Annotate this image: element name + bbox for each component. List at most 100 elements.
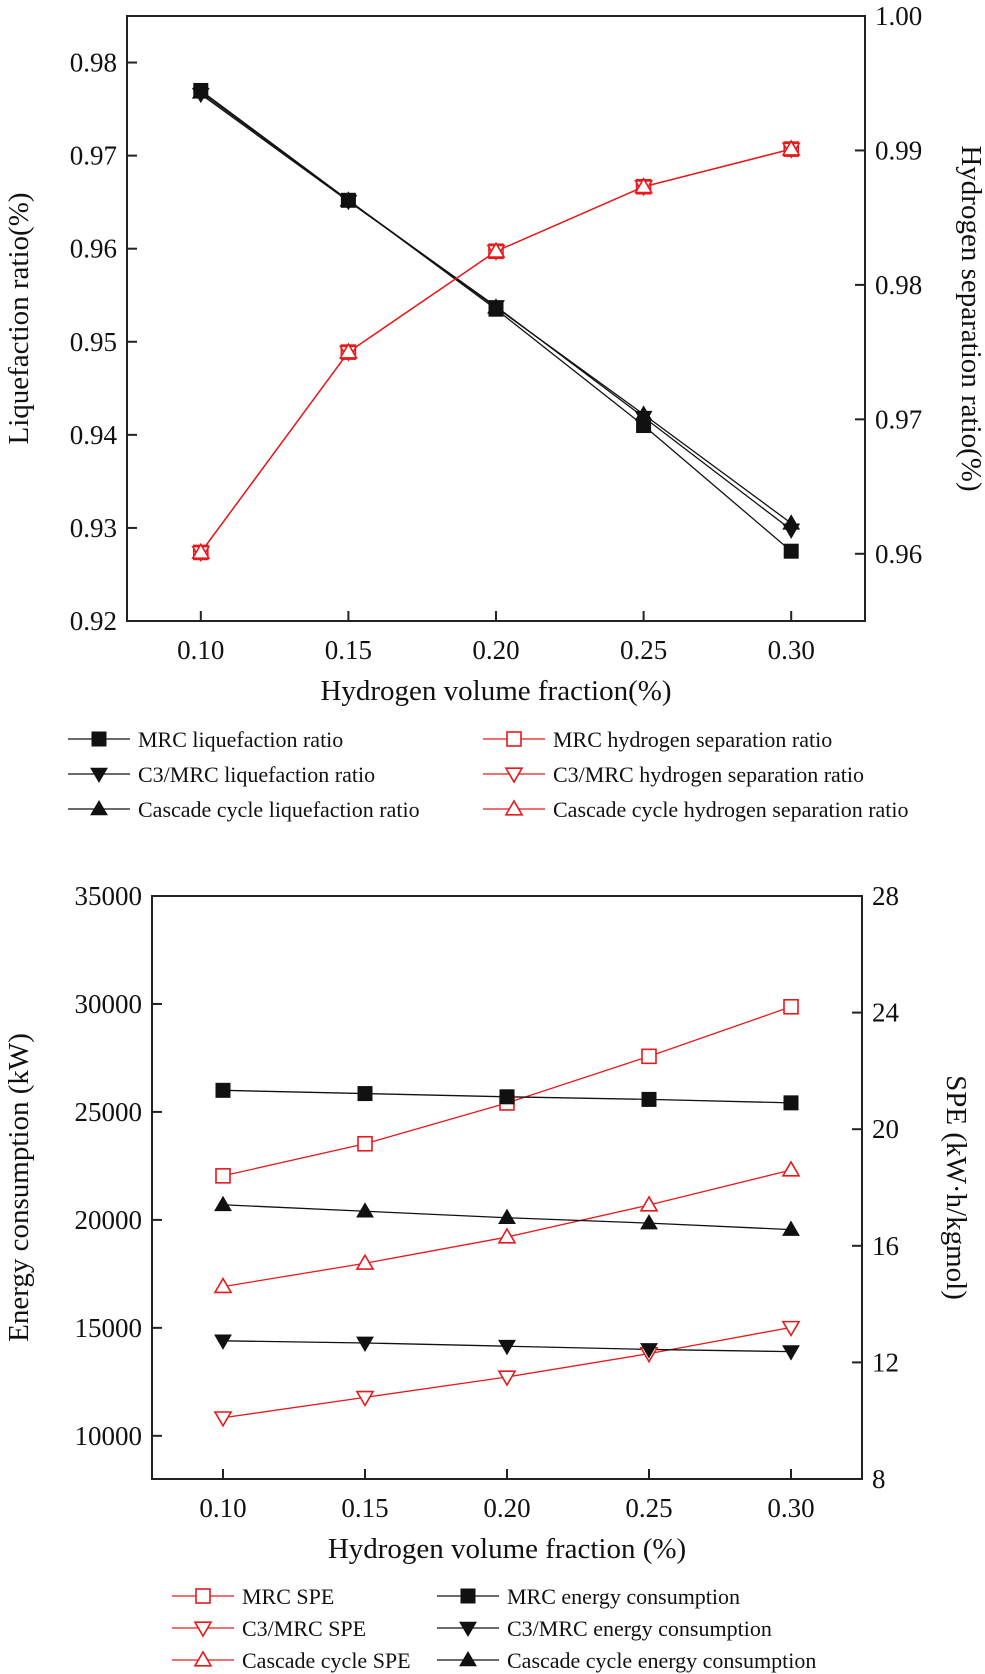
y2-tick-label: 16 (872, 1231, 899, 1261)
data-point (497, 1227, 517, 1244)
data-point (783, 1095, 799, 1111)
top-chart: 0.10 0.15 0.20 0.25 0.30 0.92 0.93 0.94 0.95 0.96… (3, 1, 985, 822)
legend-marker (460, 1588, 476, 1604)
series-line (200, 148, 792, 553)
data-point (338, 342, 358, 359)
data-point (640, 1343, 658, 1359)
x-axis-title: Hydrogen volume fraction(%) (320, 675, 671, 707)
x-tick-label: 0.20 (472, 635, 519, 665)
legend-marker (90, 799, 108, 816)
y-tick-label: 0.96 (70, 234, 117, 264)
data-point (641, 1048, 657, 1065)
y-tick-label: 0.92 (70, 606, 117, 636)
data-point (497, 1370, 517, 1387)
y-tick-label: 0.94 (70, 420, 118, 450)
data-point (355, 1253, 375, 1270)
legend-marker (506, 731, 522, 747)
y2-tick-label: 20 (872, 1114, 899, 1144)
y-tick-label: 0.97 (70, 141, 117, 171)
data-point (214, 1195, 232, 1212)
y-tick-label: 35000 (75, 881, 143, 911)
data-point (487, 298, 505, 314)
bottom-chart: 0.10 0.15 0.20 0.25 0.30 10000 15000 20000 25000… (3, 881, 972, 1673)
data-point (213, 1276, 233, 1294)
y2-axis-title: SPE (kW·h/kgmol) (940, 1075, 972, 1300)
data-point (357, 1135, 373, 1152)
legend-label: MRC liquefaction ratio (138, 727, 343, 752)
data-point (356, 1202, 374, 1218)
data-point (499, 1089, 515, 1105)
y-tick-label: 10000 (75, 1421, 143, 1451)
data-point (191, 542, 211, 560)
legend-marker (91, 731, 107, 747)
legend-marker (90, 767, 108, 784)
y2-tick-label: 0.99 (875, 135, 922, 165)
data-point (215, 1168, 231, 1184)
x-tick-label: 0.30 (768, 635, 815, 665)
data-point (783, 998, 799, 1015)
plot-frame (126, 15, 866, 622)
y2-tick-label: 1.00 (875, 1, 922, 31)
data-point (486, 241, 506, 258)
legend-label: C3/MRC hydrogen separation ratio (553, 762, 864, 787)
data-point (357, 1086, 373, 1102)
y2-tick-label: 28 (872, 881, 899, 911)
legend-marker (193, 1650, 213, 1667)
x-tick-label: 0.15 (325, 635, 372, 665)
data-point (339, 191, 358, 207)
x-tick-label: 0.10 (177, 635, 224, 665)
y2-tick-label: 12 (872, 1347, 899, 1377)
data-point (634, 405, 653, 421)
y-tick-label: 0.95 (70, 327, 117, 357)
legend-marker (193, 1621, 213, 1638)
y2-axis-title: Hydrogen separation ratio(%) (955, 145, 985, 491)
data-point (498, 1339, 516, 1356)
data-point (355, 1390, 375, 1408)
y-tick-label: 0.98 (70, 48, 117, 78)
data-point (639, 1195, 659, 1212)
legend-label: MRC hydrogen separation ratio (553, 727, 832, 752)
data-point (641, 1091, 657, 1107)
data-point (782, 1345, 800, 1361)
data-point (213, 1411, 233, 1428)
y-tick-label: 0.93 (70, 513, 117, 543)
series-line (200, 89, 792, 552)
legend-label: Cascade cycle hydrogen separation ratio (553, 797, 909, 822)
x-tick-label: 0.25 (620, 635, 667, 665)
data-point (191, 83, 210, 99)
legend-label: Cascade cycle liquefaction ratio (138, 797, 420, 822)
legend-marker (459, 1650, 477, 1667)
y2-tick-label: 24 (872, 998, 900, 1028)
data-point (783, 543, 799, 559)
x-tick-label: 0.30 (767, 1493, 814, 1523)
y-tick-label: 25000 (75, 1097, 143, 1127)
data-point (782, 514, 801, 530)
data-point (214, 1334, 232, 1350)
legend-marker (504, 799, 524, 816)
legend-label: C3/MRC liquefaction ratio (138, 762, 375, 787)
legend-label: Cascade cycle energy consumption (507, 1648, 816, 1673)
series-line (200, 148, 792, 553)
y-tick-label: 30000 (75, 989, 143, 1019)
legend-marker (459, 1621, 477, 1638)
y-axis-title: Energy consumption (kW) (3, 1033, 35, 1342)
data-point (634, 177, 654, 194)
legend-label: Cascade cycle SPE (242, 1648, 411, 1673)
x-tick-label: 0.25 (625, 1493, 672, 1523)
data-point (782, 1220, 800, 1236)
data-point (781, 1160, 801, 1177)
data-point (215, 1082, 231, 1098)
y-tick-label: 20000 (75, 1205, 143, 1235)
legend-label: C3/MRC SPE (242, 1616, 366, 1641)
legend-marker (504, 767, 524, 784)
plot-frame (151, 895, 863, 1480)
y2-tick-label: 0.96 (875, 539, 922, 569)
legend-marker (195, 1588, 211, 1604)
legend-label: MRC energy consumption (507, 1584, 740, 1609)
data-point (781, 1320, 801, 1338)
y-axis-title: Liquefaction ratio(%) (3, 192, 35, 444)
legend-label: C3/MRC energy consumption (507, 1616, 772, 1641)
data-point (498, 1208, 516, 1225)
legend-label: MRC SPE (242, 1584, 334, 1609)
